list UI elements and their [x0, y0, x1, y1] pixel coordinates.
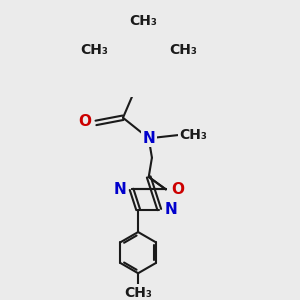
Text: N: N [114, 182, 126, 197]
Text: CH₃: CH₃ [129, 14, 157, 28]
Text: N: N [164, 202, 177, 217]
Text: O: O [78, 114, 91, 129]
Text: CH₃: CH₃ [80, 43, 108, 56]
Text: CH₃: CH₃ [124, 286, 152, 299]
Text: CH₃: CH₃ [169, 43, 197, 56]
Text: CH₃: CH₃ [179, 128, 207, 142]
Text: N: N [142, 131, 155, 146]
Text: O: O [171, 182, 184, 197]
